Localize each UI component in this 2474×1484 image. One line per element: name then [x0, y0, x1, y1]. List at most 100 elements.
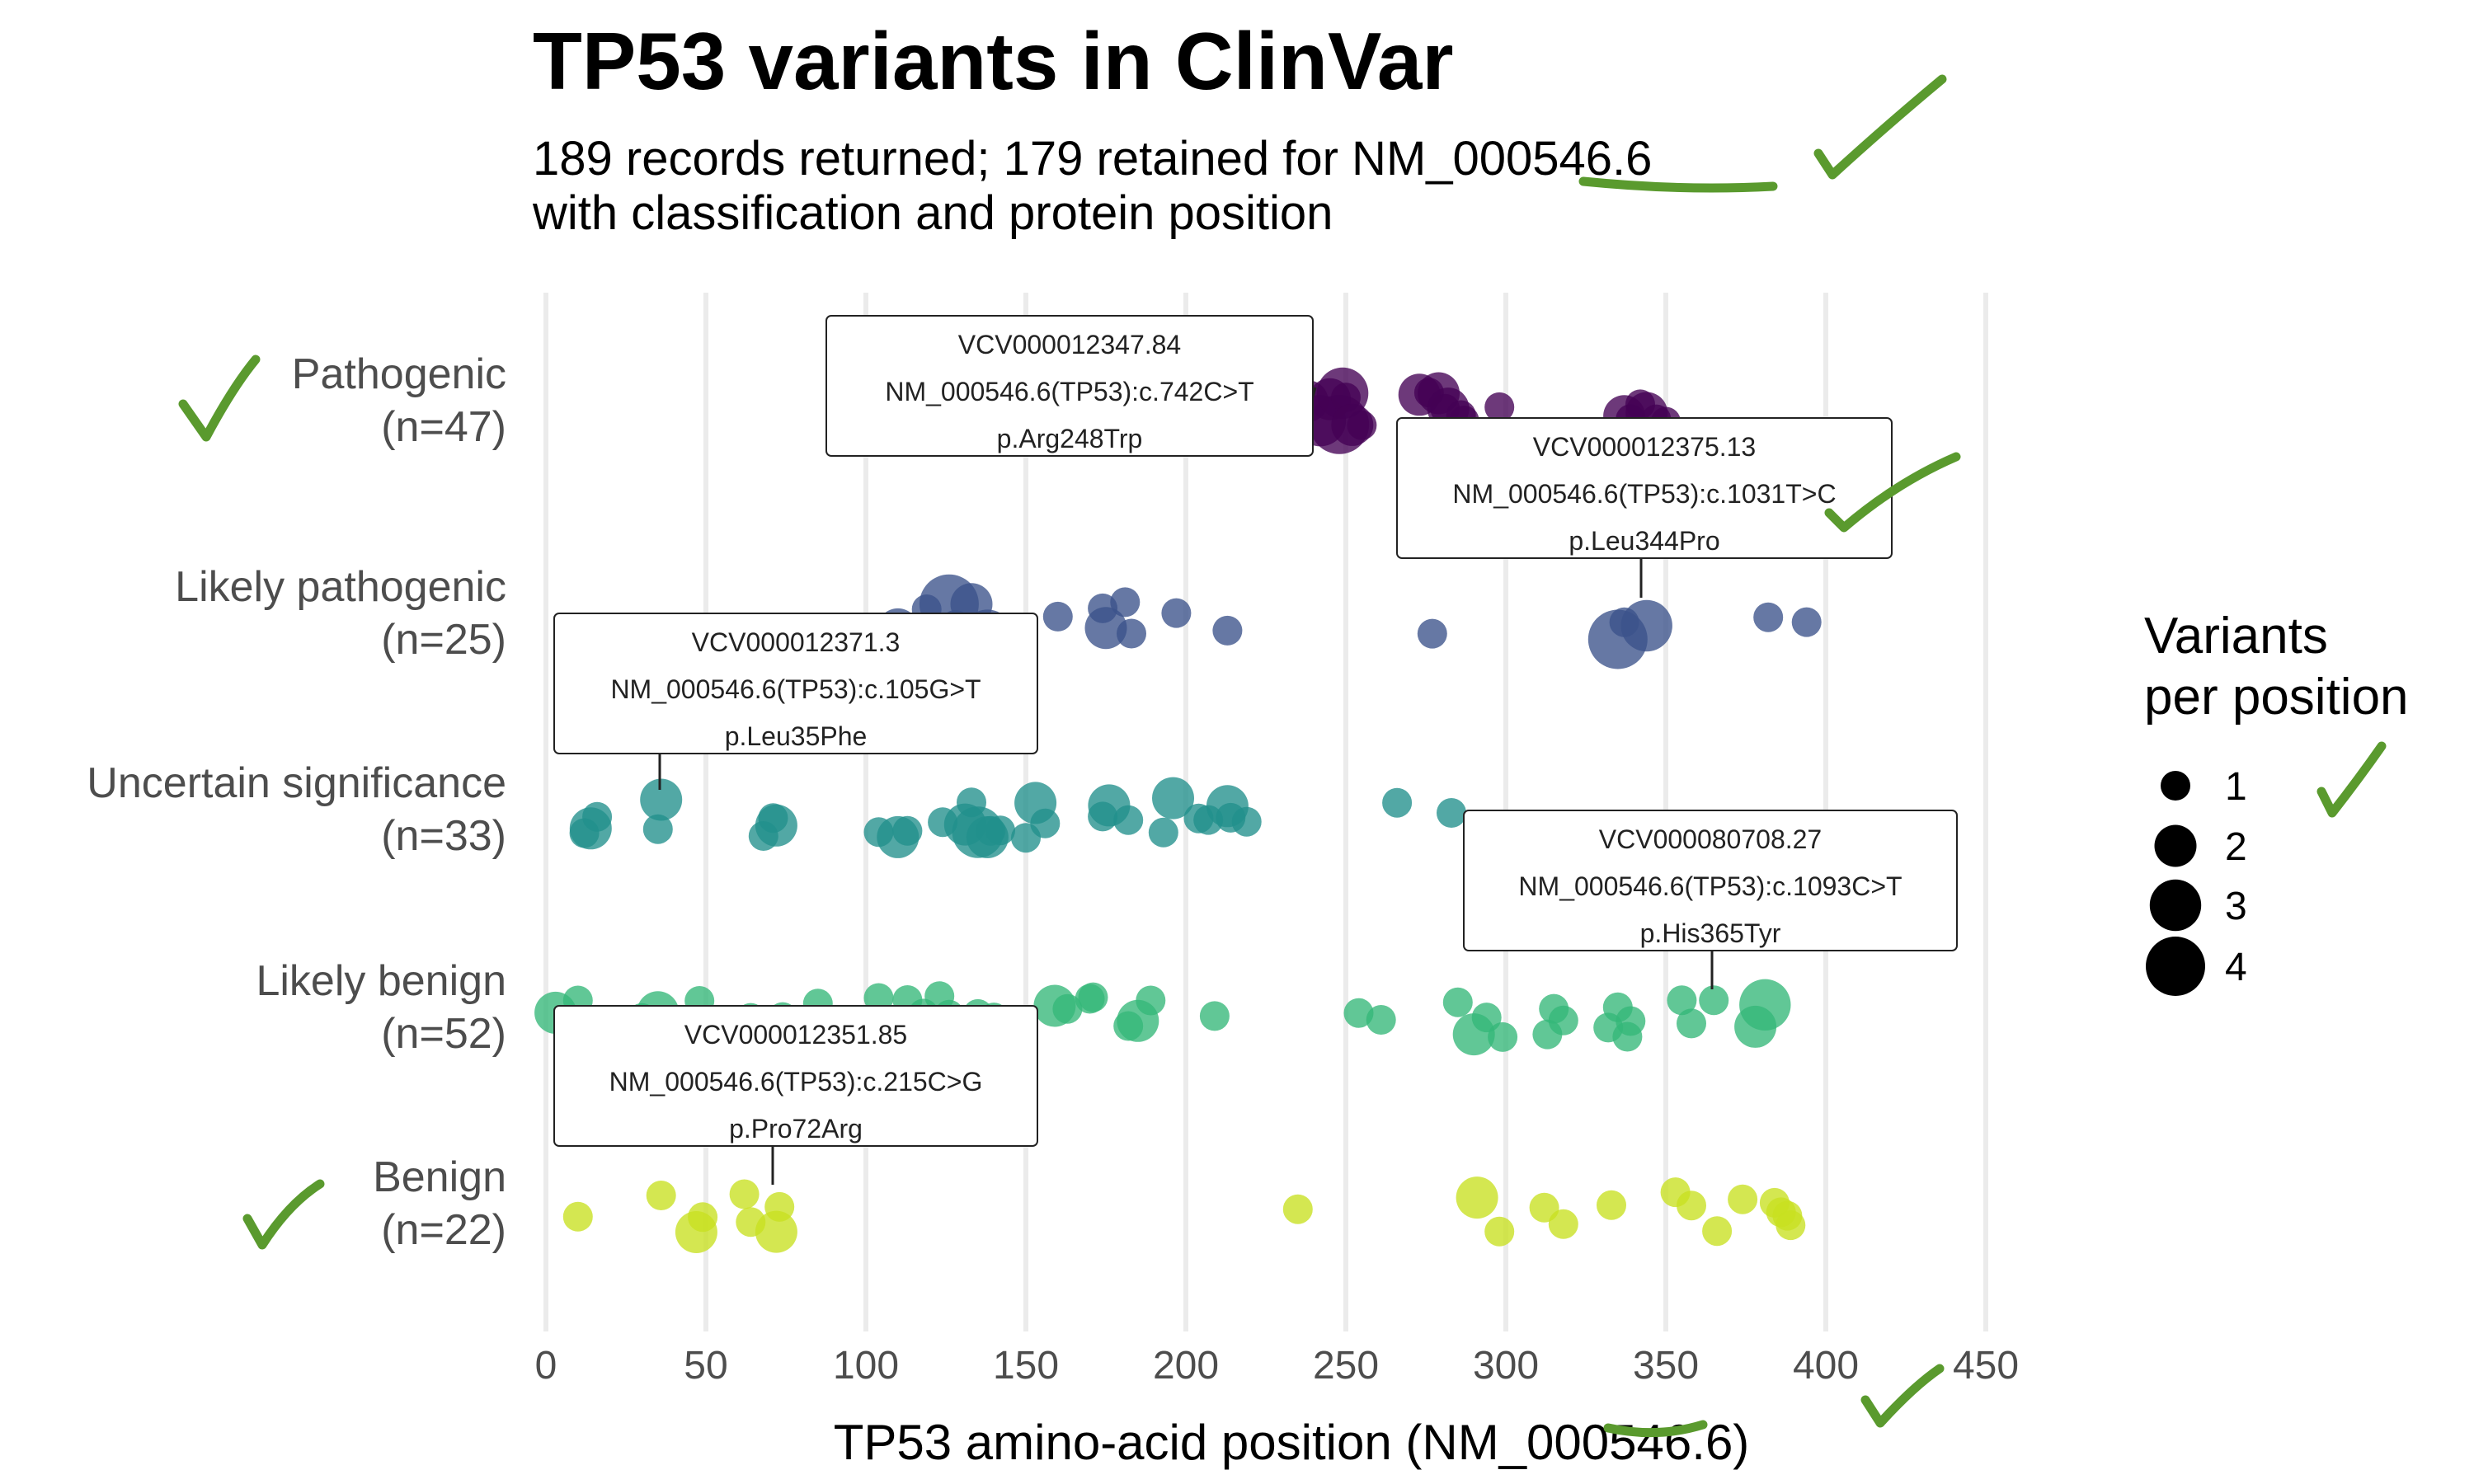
- annotation-text: VCV000012351.85: [684, 1020, 907, 1050]
- data-point: [1776, 1210, 1806, 1241]
- data-point: [1282, 1194, 1313, 1224]
- data-point: [729, 1179, 760, 1209]
- annotation-label: VCV000012351.85 NM_000546.6(TP53):c.215C>…: [553, 1005, 1038, 1185]
- category-label: Likely pathogenic: [175, 563, 506, 611]
- category-count-label: (n=47): [381, 403, 506, 451]
- check-mark-icon: [2316, 741, 2387, 818]
- data-point: [1199, 1001, 1230, 1031]
- data-point: [1442, 987, 1473, 1017]
- annotation-text: NM_000546.6(TP53):c.1093C>T: [1518, 871, 1902, 901]
- x-tick-label: 400: [1793, 1344, 1859, 1388]
- category-label: Pathogenic: [292, 350, 506, 398]
- check-mark-icon: [1578, 176, 1778, 193]
- legend-key-symbol: [2161, 771, 2190, 801]
- category-label: Uncertain significance: [87, 759, 506, 807]
- data-point: [1052, 993, 1083, 1024]
- data-point: [1437, 798, 1466, 828]
- legend-title-line-1: Variants: [2144, 608, 2328, 665]
- legend-keys: 1 2 3 4: [2146, 765, 2247, 996]
- legend-key-label: 1: [2225, 765, 2247, 809]
- x-tick-label: 350: [1633, 1344, 1699, 1388]
- data-point: [1110, 587, 1141, 618]
- data-point: [764, 1191, 795, 1222]
- data-point: [1488, 1021, 1518, 1052]
- data-point: [1484, 392, 1515, 422]
- check-mark-icon: [1813, 74, 1947, 180]
- annotation-box: [1463, 810, 1958, 951]
- data-point: [1677, 1190, 1706, 1221]
- chart-title: TP53 variants in ClinVar: [533, 16, 1454, 106]
- annotation-text: NM_000546.6(TP53):c.105G>T: [610, 674, 981, 704]
- annotation-text: p.Arg248Trp: [997, 424, 1143, 453]
- data-point: [642, 814, 673, 844]
- data-point: [1677, 1008, 1706, 1039]
- data-point: [1667, 985, 1697, 1016]
- annotation-text: VCV000080708.27: [1599, 824, 1822, 854]
- x-tick-label: 450: [1953, 1344, 2019, 1388]
- x-axis-title: TP53 amino-acid position (NM_000546.6): [834, 1415, 1750, 1470]
- legend-title-line-2: per position: [2144, 669, 2409, 726]
- x-tick-label: 150: [993, 1344, 1059, 1388]
- data-point: [1739, 979, 1791, 1031]
- data-point: [1620, 599, 1672, 652]
- data-point: [755, 804, 797, 847]
- annotation-box: [825, 315, 1314, 457]
- chart-subtitle-line-2: with classification and protein position: [532, 186, 1333, 240]
- data-point: [1084, 607, 1127, 650]
- x-tick-label: 0: [535, 1344, 557, 1388]
- data-point: [1366, 1005, 1396, 1035]
- data-point: [1616, 1006, 1646, 1036]
- annotation-label: VCV000012375.13 NM_000546.6(TP53):c.1031T…: [1396, 417, 1893, 598]
- data-point: [892, 815, 923, 846]
- annotation-box: [553, 1005, 1038, 1147]
- data-point: [1117, 618, 1146, 649]
- x-tick-label: 100: [833, 1344, 899, 1388]
- annotation-text: VCV000012347.84: [958, 330, 1181, 359]
- legend-key-symbol: [2154, 824, 2197, 867]
- data-point: [1382, 787, 1413, 818]
- data-point: [1417, 618, 1447, 649]
- data-point: [1699, 985, 1729, 1016]
- legend-key-label: 2: [2225, 825, 2247, 869]
- data-point: [1548, 1209, 1578, 1239]
- annotation-text: VCV000012375.13: [1533, 432, 1756, 462]
- data-point: [1702, 1216, 1733, 1247]
- data-point: [1212, 615, 1243, 646]
- data-point: [1136, 985, 1166, 1016]
- data-point: [1484, 1216, 1515, 1247]
- data-point: [1113, 805, 1144, 835]
- x-tick-label: 250: [1313, 1344, 1379, 1388]
- data-point: [1161, 598, 1192, 628]
- legend-key-label: 4: [2225, 946, 2247, 989]
- data-point: [1152, 777, 1194, 819]
- data-point: [640, 778, 683, 821]
- data-point: [1791, 607, 1822, 637]
- annotation-label: VCV000012371.3 NM_000546.6(TP53):c.105G>T…: [553, 613, 1038, 790]
- handwritten-annotations: [178, 74, 2387, 1438]
- category-count-label: (n=22): [381, 1206, 506, 1254]
- legend-key-symbol: [2146, 937, 2205, 996]
- check-mark-icon: [1860, 1364, 1945, 1428]
- annotation-text: VCV000012371.3: [692, 627, 901, 657]
- check-mark-icon: [242, 1179, 325, 1250]
- legend-key-label: 3: [2225, 885, 2247, 928]
- category-count-label: (n=33): [381, 812, 506, 860]
- data-point: [1597, 1190, 1626, 1220]
- annotation-text: NM_000546.6(TP53):c.1031T>C: [1452, 479, 1836, 509]
- legend: Variants per position 1 2 3 4: [2144, 608, 2409, 996]
- data-point: [1347, 410, 1377, 440]
- annotation-label: VCV000080708.27 NM_000546.6(TP53):c.1093C…: [1463, 810, 1958, 989]
- data-point: [1471, 1003, 1502, 1033]
- check-mark-icon: [178, 355, 261, 442]
- category-label: Likely benign: [256, 957, 506, 1005]
- data-point: [1728, 1184, 1758, 1214]
- annotation-text: p.Pro72Arg: [729, 1114, 863, 1144]
- category-label: Benign: [373, 1153, 506, 1201]
- x-axis-ticks: 0 50 100 150 200 250 300 350 400 450: [535, 1344, 2019, 1388]
- x-tick-label: 50: [684, 1344, 727, 1388]
- data-point: [582, 801, 613, 832]
- category-labels: Pathogenic (n=47) Likely pathogenic (n=25) U…: [87, 350, 506, 1254]
- category-count-label: (n=25): [381, 616, 506, 664]
- data-point: [1343, 998, 1374, 1028]
